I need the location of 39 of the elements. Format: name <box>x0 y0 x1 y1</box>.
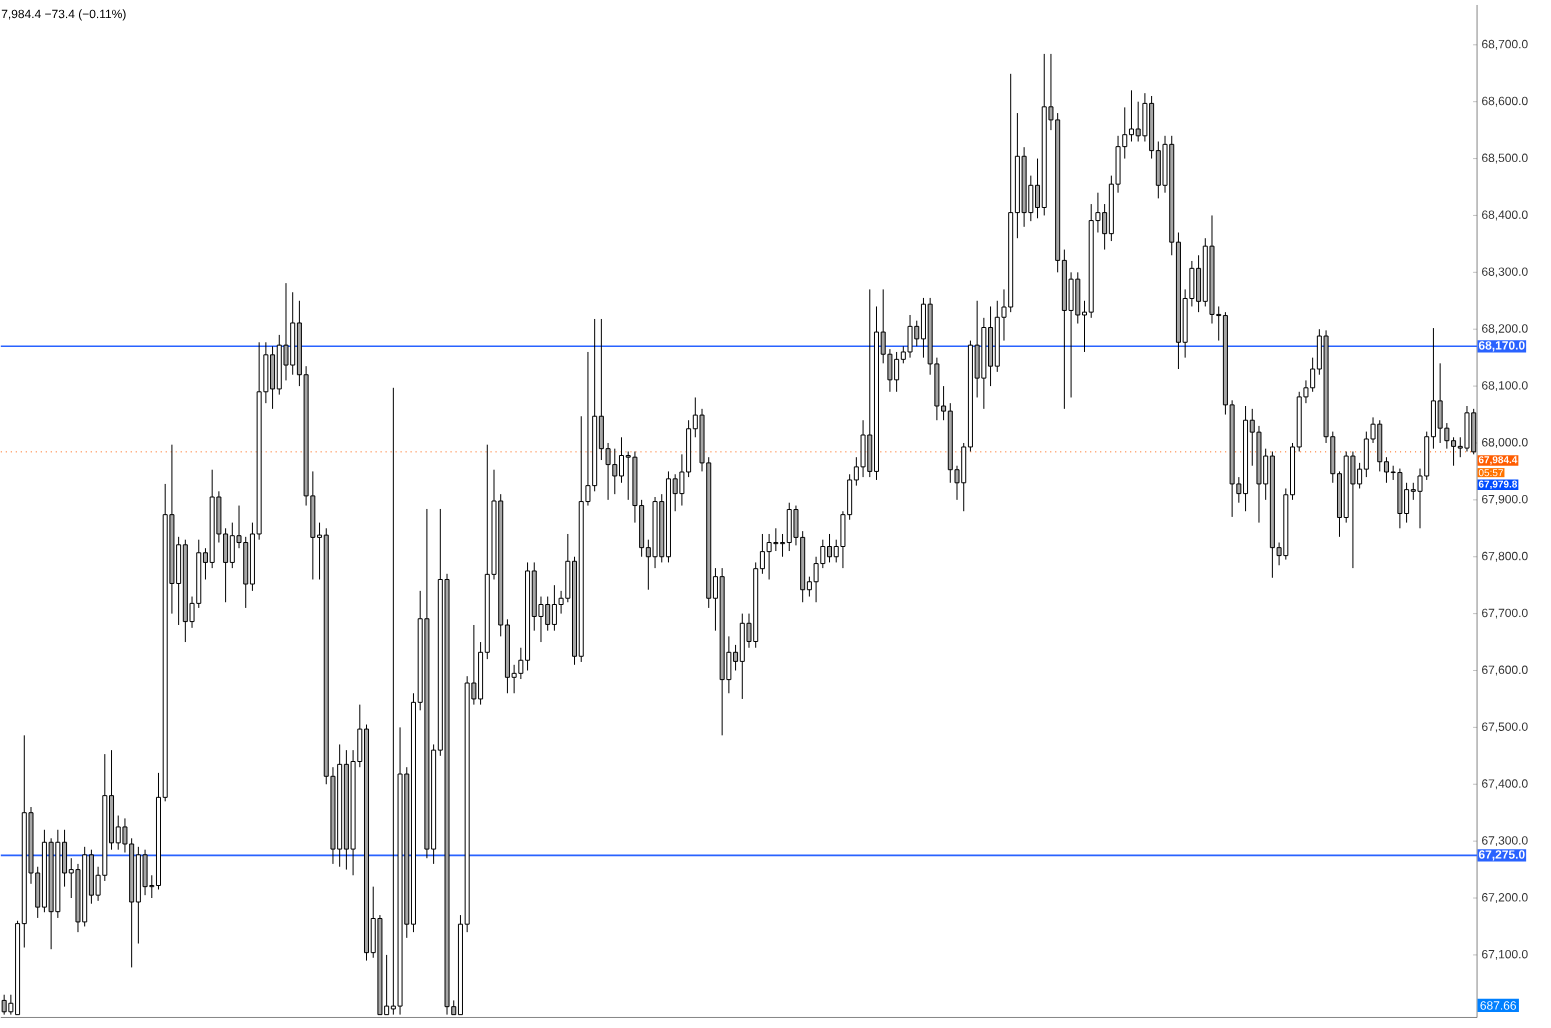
ref-line-label: 67,984.4 <box>1478 455 1518 465</box>
y-tick-label: 67,900.0 <box>1482 494 1528 505</box>
candlestick <box>920 297 926 358</box>
candlestick <box>1035 157 1041 219</box>
candlestick <box>618 436 625 484</box>
candlestick <box>1383 456 1389 484</box>
candlestick <box>1128 89 1134 142</box>
y-tick-label: 67,400.0 <box>1482 779 1528 789</box>
y-tick-label: 67,300.0 <box>1482 835 1528 846</box>
candlestick <box>410 692 416 933</box>
candlestick <box>202 547 208 580</box>
candlestick <box>1290 442 1296 501</box>
candlestick <box>109 749 115 850</box>
y-tick-label: 67,800.0 <box>1482 551 1528 562</box>
ref-line-label: 67,275.0 <box>1478 850 1525 861</box>
y-tick-label: 67,500.0 <box>1482 722 1528 733</box>
y-tick-label: 68,200.0 <box>1482 324 1528 334</box>
y-tick-label: 67,200.0 <box>1482 892 1528 903</box>
ref-line-label: 68,170.0 <box>1478 340 1525 352</box>
y-tick-label: 68,400.0 <box>1482 210 1528 221</box>
y-tick-label: 68,300.0 <box>1482 267 1528 278</box>
text: 687.66 <box>1480 1001 1516 1010</box>
candlestick <box>780 533 786 557</box>
candlestick <box>1336 470 1343 538</box>
y-tick-label: 67,600.0 <box>1482 665 1528 676</box>
y-tick-label: 68,700.0 <box>1482 39 1528 50</box>
y-tick-label: 68,500.0 <box>1482 153 1528 164</box>
y-tick-label: 68,000.0 <box>1482 437 1528 448</box>
y-tick-label: 67,100.0 <box>1482 949 1528 960</box>
candlestick <box>317 521 323 580</box>
text: 67,979.8 <box>1478 480 1518 489</box>
text: 05:57 <box>1478 468 1503 476</box>
y-tick-label: 68,600.0 <box>1482 96 1528 107</box>
candlestick <box>1081 300 1088 353</box>
y-tick-label: 68,100.0 <box>1482 380 1528 391</box>
candlestick <box>873 305 879 481</box>
candlestick <box>1243 405 1249 512</box>
y-tick-label: 67,700.0 <box>1482 608 1528 619</box>
annotation: 7,984.4 −73.4 (−0.11%) <box>1 9 126 21</box>
